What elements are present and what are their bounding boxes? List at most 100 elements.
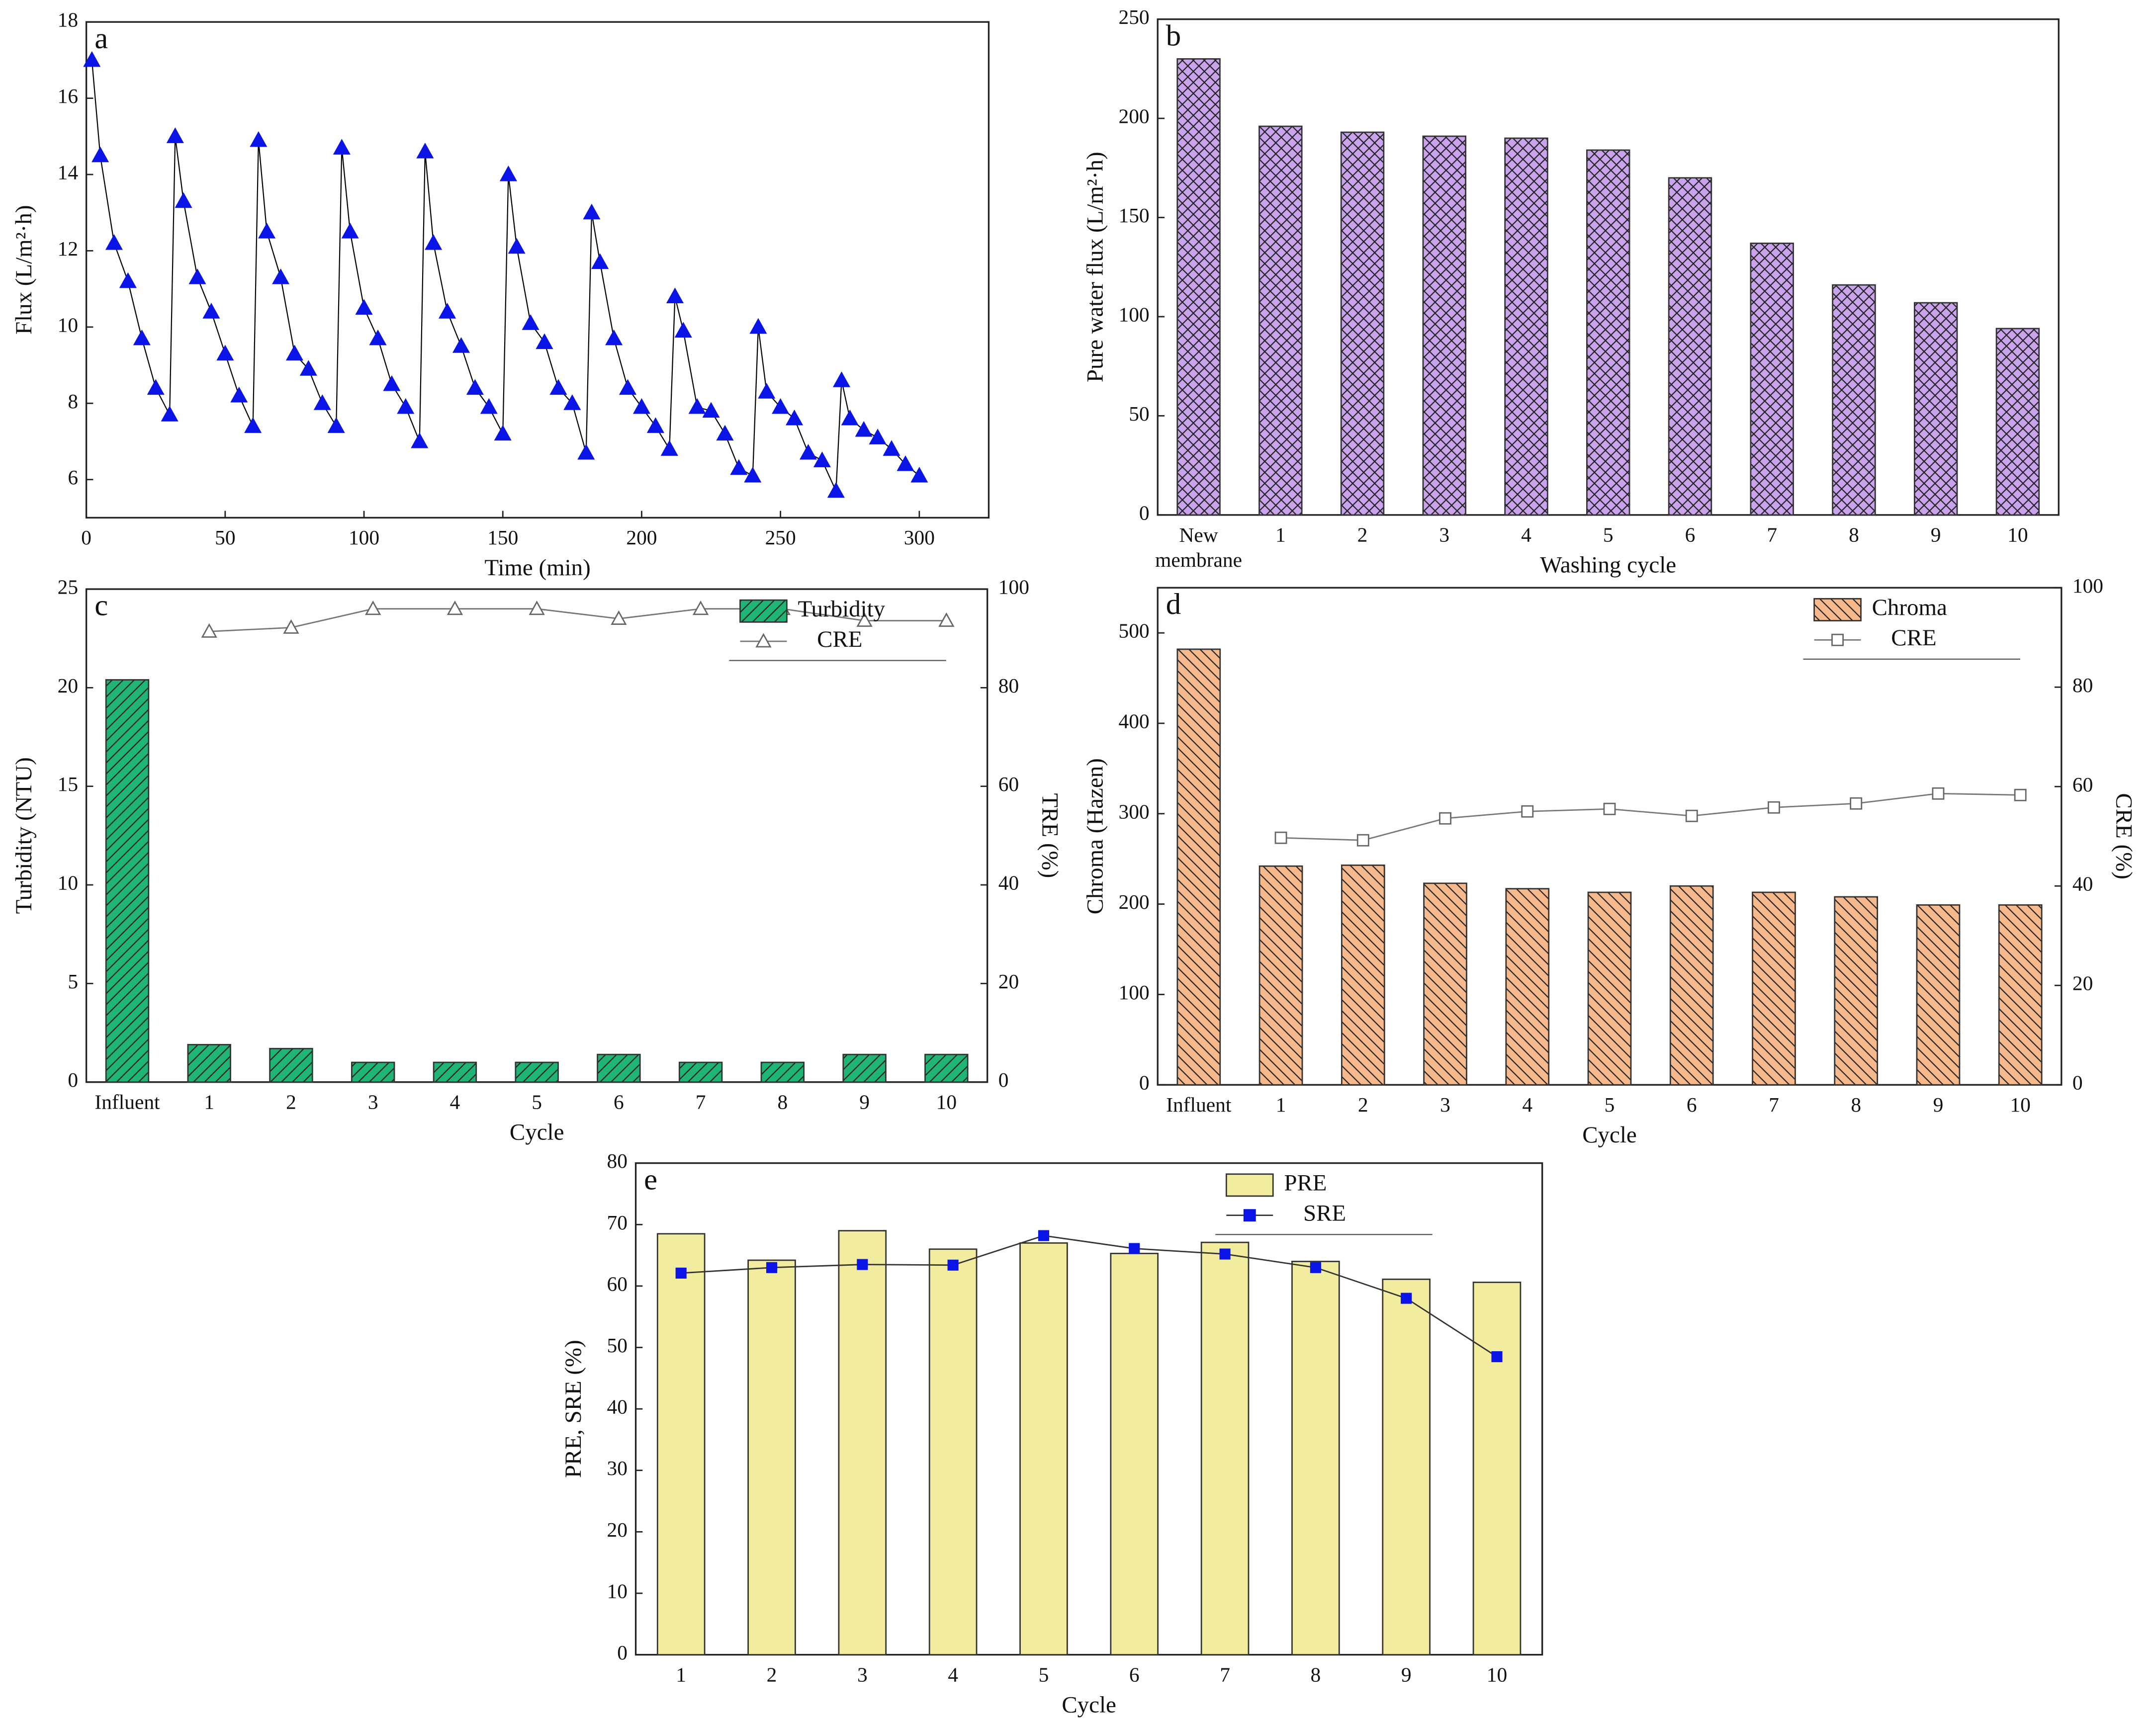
x-tick-label: 100	[349, 526, 379, 549]
flux-marker	[244, 417, 262, 433]
flux-marker	[522, 314, 539, 330]
y-axis-label: Pure water flux (L/m²·h)	[1082, 152, 1108, 382]
flux-marker	[869, 429, 887, 444]
x-tick-label: 7	[696, 1090, 706, 1113]
legend-label: SRE	[1303, 1200, 1346, 1226]
y-tick-label: 0	[1139, 501, 1150, 524]
line-marker	[1310, 1262, 1321, 1273]
bar	[515, 1061, 559, 1083]
panel-label: c	[94, 589, 108, 622]
y2-tick-label: 40	[998, 871, 1019, 894]
y2-tick-label: 20	[998, 970, 1019, 993]
line-marker	[201, 623, 217, 638]
x-tick-label: 10	[1487, 1663, 1507, 1686]
bar	[928, 1248, 978, 1655]
line	[1281, 792, 2021, 841]
y2-tick-label: 80	[2072, 674, 2093, 696]
flux-marker	[749, 318, 767, 334]
x-tick-label: 10	[936, 1090, 957, 1113]
flux-marker	[299, 360, 317, 376]
flux-marker	[202, 303, 220, 319]
y-tick-label: 10	[58, 313, 78, 336]
y-axis-label: Flux (L/m²·h)	[11, 205, 37, 335]
line	[209, 608, 947, 632]
x-tick-label: New membrane	[1155, 523, 1242, 571]
line-marker	[856, 612, 873, 627]
flux-marker	[119, 272, 137, 288]
flux-marker	[577, 443, 595, 460]
x-tick-label: 2	[286, 1090, 296, 1113]
flux-marker	[333, 139, 351, 155]
flux-marker	[660, 440, 678, 456]
y2-tick-label: 60	[2072, 773, 2093, 796]
bar	[1423, 882, 1467, 1086]
flux-marker	[666, 287, 684, 304]
bar	[747, 1259, 796, 1655]
x-tick-label: 7	[1769, 1093, 1779, 1116]
bar	[1258, 125, 1303, 516]
flux-marker	[133, 329, 151, 346]
y-tick-label: 0	[68, 1068, 78, 1091]
bar	[1340, 131, 1385, 516]
x-tick-label: 6	[1129, 1663, 1140, 1686]
y2-axis-label: CRE (%)	[2111, 793, 2137, 879]
flux-marker	[416, 142, 434, 159]
flux-marker	[646, 417, 664, 433]
bar	[1176, 648, 1221, 1086]
x-tick-label: 9	[859, 1090, 870, 1113]
y-tick-label: 50	[607, 1334, 628, 1357]
x-axis-label: Washing cycle	[1540, 552, 1676, 578]
legend-label: PRE	[1284, 1170, 1327, 1196]
line-marker	[1850, 797, 1863, 810]
bar	[678, 1061, 723, 1083]
y-tick-label: 20	[607, 1518, 628, 1541]
y-tick-label: 30	[607, 1457, 628, 1479]
flux-marker	[355, 299, 373, 315]
x-axis-label: Time (min)	[484, 555, 590, 581]
x-tick-label: 5	[1605, 1093, 1615, 1116]
x-tick-label: 150	[487, 526, 518, 549]
y-tick-label: 16	[58, 85, 78, 107]
flux-marker	[688, 398, 706, 414]
flux-marker	[744, 466, 762, 483]
x-tick-label: Influent	[94, 1090, 160, 1113]
flux-marker	[855, 421, 873, 437]
flux-marker	[161, 406, 179, 422]
bar	[1998, 904, 2043, 1086]
line-marker	[857, 1259, 868, 1270]
flux-marker	[632, 398, 650, 414]
bar	[1422, 135, 1466, 516]
line-marker	[611, 610, 627, 625]
y2-tick-label: 40	[2072, 872, 2093, 895]
bar	[1176, 58, 1221, 516]
bar	[1110, 1252, 1159, 1655]
x-tick-label: 250	[765, 526, 796, 549]
flux-marker	[772, 398, 790, 414]
line-marker	[1274, 831, 1287, 844]
flux-marker	[411, 432, 429, 448]
flux-marker	[452, 337, 470, 353]
flux-marker	[147, 379, 165, 395]
x-tick-label: 300	[904, 526, 935, 549]
line-marker	[1603, 802, 1616, 815]
x-tick-label: 4	[450, 1090, 460, 1113]
bar	[1382, 1278, 1431, 1655]
legend-label: CRE	[1891, 625, 1936, 651]
flux-marker	[230, 386, 248, 403]
flux-marker	[583, 203, 601, 220]
flux-marker	[175, 192, 192, 208]
bar	[1834, 896, 1879, 1086]
flux-marker	[563, 394, 581, 410]
bar	[269, 1047, 313, 1083]
bar	[1504, 137, 1548, 516]
y2-tick-label: 60	[998, 773, 1019, 795]
bar	[1587, 891, 1632, 1086]
flux-marker	[758, 383, 776, 399]
x-tick-label: 2	[1358, 1093, 1368, 1116]
flux-marker	[466, 379, 484, 395]
flux-marker	[799, 443, 817, 460]
bar	[187, 1043, 231, 1083]
flux-marker	[285, 345, 303, 361]
flux-marker	[499, 165, 517, 181]
flux-marker	[841, 409, 859, 426]
